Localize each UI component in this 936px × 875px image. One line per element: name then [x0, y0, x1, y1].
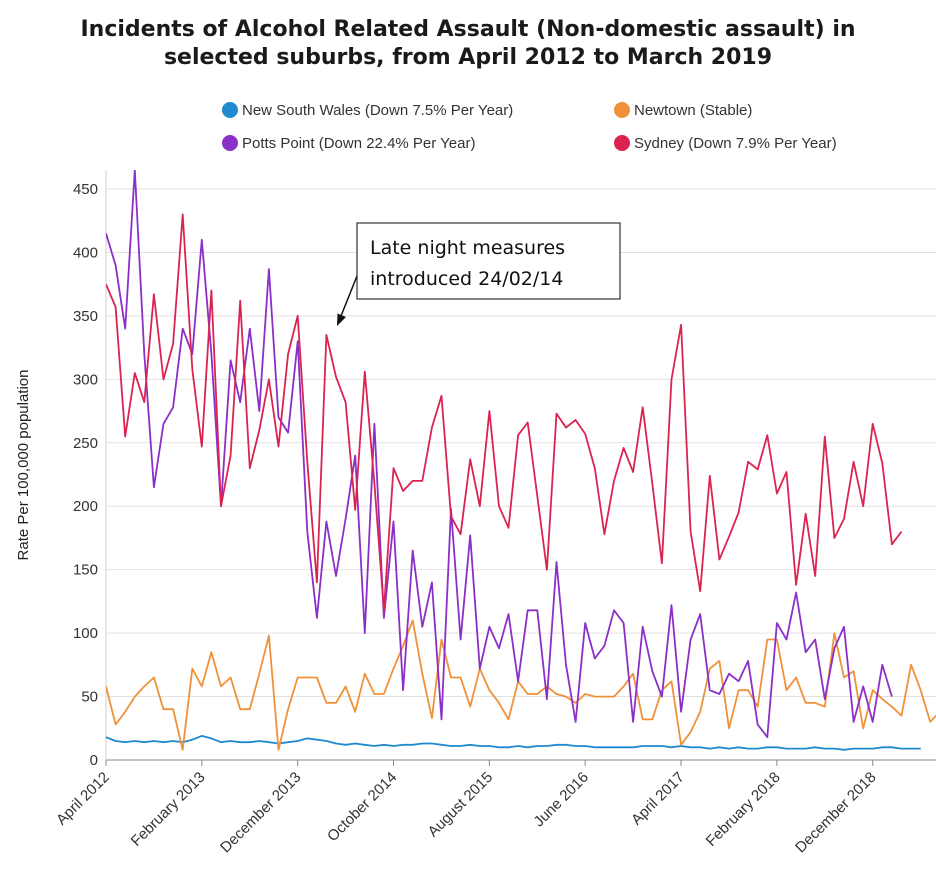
y-tick-label: 100 — [73, 625, 98, 642]
y-tick-label: 250 — [73, 435, 98, 452]
x-tick-label: April 2017 — [628, 769, 688, 829]
annotation-arrow-head — [337, 313, 346, 326]
legend-marker-2 — [222, 135, 238, 151]
x-tick-label: April 2012 — [53, 769, 113, 829]
series-line-3 — [106, 213, 903, 612]
chart-title: Incidents of Alcohol Related Assault (No… — [0, 16, 936, 72]
legend-label-2[interactable]: Potts Point (Down 22.4% Per Year) — [242, 135, 475, 152]
annotation-line-2: introduced 24/02/14 — [370, 268, 563, 290]
series-layer — [106, 170, 936, 751]
y-tick-label: 0 — [90, 752, 98, 769]
x-tick-label: February 2018 — [703, 769, 784, 850]
legend-label-1[interactable]: Newtown (Stable) — [634, 102, 752, 119]
y-tick-label: 50 — [81, 689, 98, 706]
x-tick-label: October 2014 — [324, 769, 400, 845]
annotation-line-1: Late night measures — [370, 237, 565, 259]
legend-marker-1 — [614, 102, 630, 118]
y-tick-label: 150 — [73, 562, 98, 579]
legend-label-0[interactable]: New South Wales (Down 7.5% Per Year) — [242, 102, 513, 119]
annotation-box — [356, 222, 621, 300]
y-tick-label: 200 — [73, 498, 98, 515]
y-tick-label: 300 — [73, 371, 98, 388]
chart-title-line-2: selected suburbs, from April 2012 to Mar… — [163, 45, 773, 70]
legend-marker-0 — [222, 102, 238, 118]
series-line-1 — [106, 619, 936, 751]
legend-marker-3 — [614, 135, 630, 151]
x-axis: April 2012 February 2013 December 2013 Octo… — [53, 760, 880, 856]
x-tick-label: August 2015 — [425, 769, 497, 841]
x-tick-label: June 2016 — [530, 769, 592, 831]
y-tick-label: 400 — [73, 244, 98, 261]
y-axis-label: Rate Per 100,000 population — [15, 370, 32, 561]
x-tick-label: December 2013 — [217, 769, 304, 856]
x-tick-label: December 2018 — [792, 769, 879, 856]
series-line-0 — [106, 735, 921, 751]
legend: New South Wales (Down 7.5% Per Year) Newt… — [222, 102, 837, 152]
legend-label-3[interactable]: Sydney (Down 7.9% Per Year) — [634, 135, 837, 152]
annotation: Late night measures introduced 24/02/14 — [337, 222, 621, 326]
y-tick-label: 450 — [73, 181, 98, 198]
chart-title-line-1: Incidents of Alcohol Related Assault (No… — [80, 17, 856, 42]
y-axis: 0 50 100 150 200 250 300 350 400 450 — [73, 170, 107, 769]
x-tick-label: February 2013 — [128, 769, 209, 850]
y-tick-label: 350 — [73, 308, 98, 325]
series-line-2 — [106, 170, 893, 739]
annotation-arrow-line — [340, 275, 358, 317]
